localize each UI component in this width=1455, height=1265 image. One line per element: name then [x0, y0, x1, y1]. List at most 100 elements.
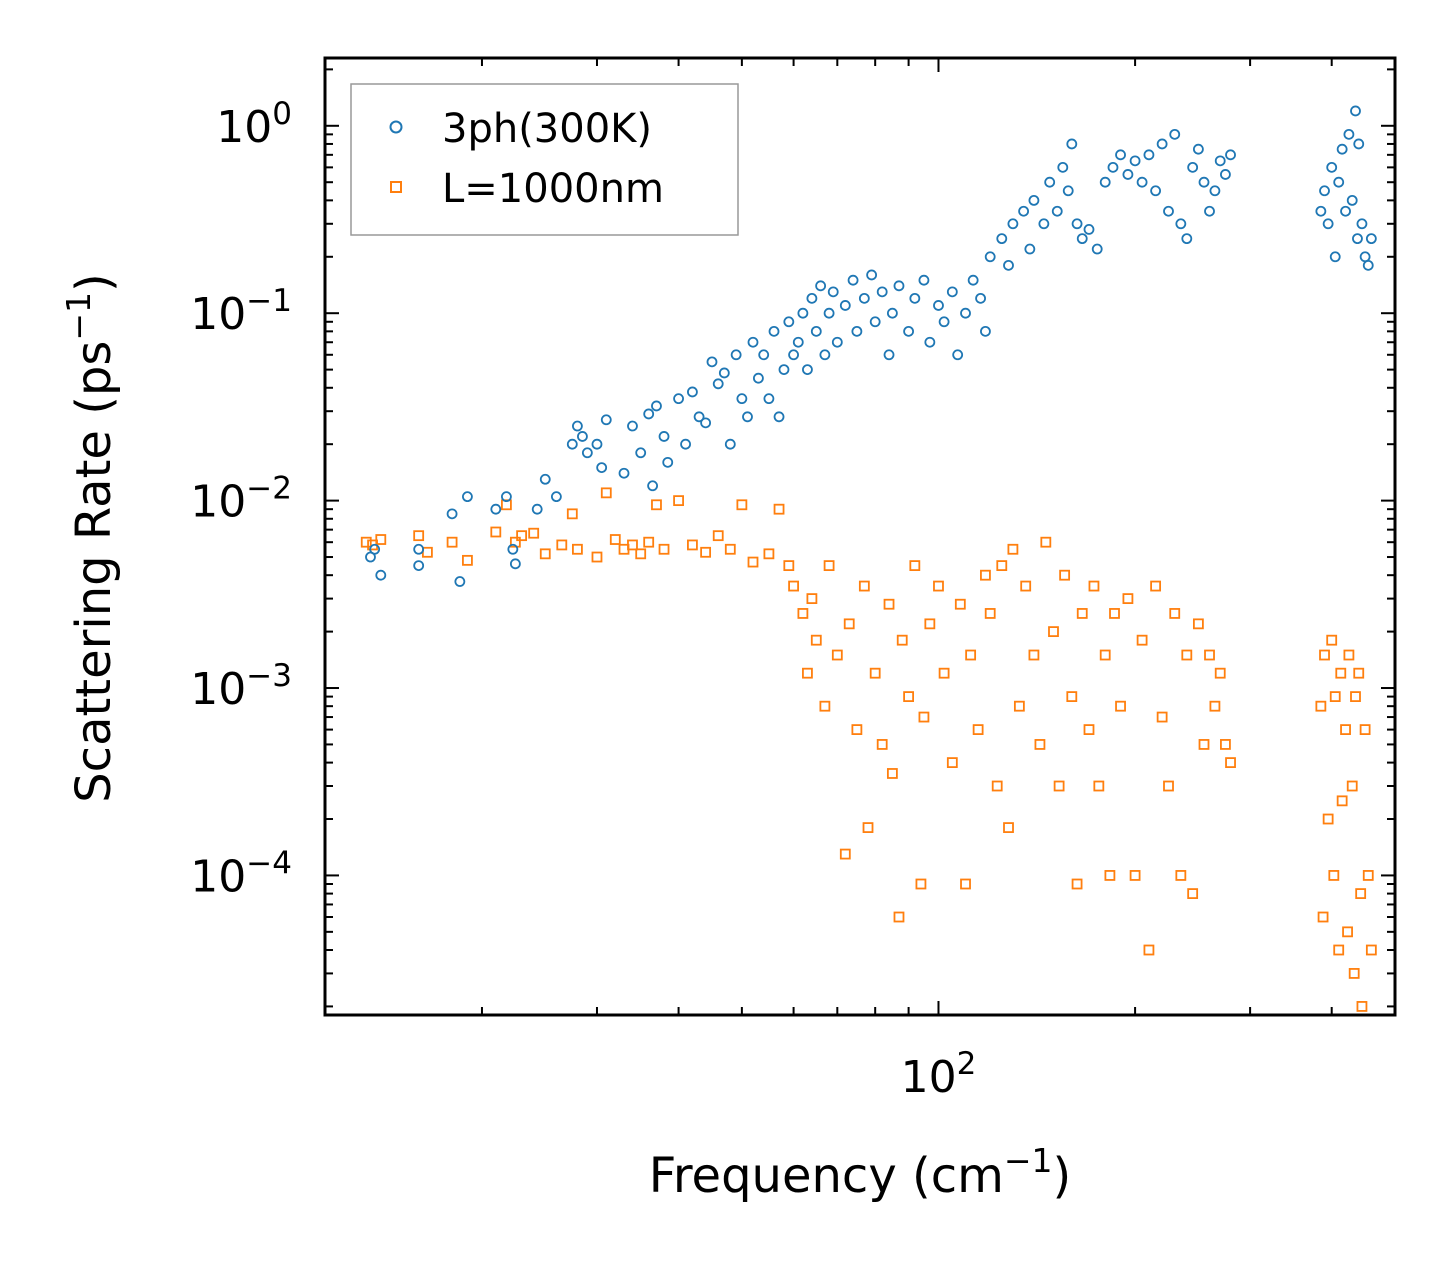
- data-point-l1000nm: [1365, 944, 1377, 956]
- data-point-l1000nm: [1362, 870, 1374, 881]
- data-point-l1000nm: [724, 543, 736, 555]
- data-point-l1000nm: [1204, 649, 1215, 661]
- legend-label-l1000nm: L=1000nm: [442, 166, 664, 212]
- data-point-3ph: [742, 411, 753, 423]
- data-point-l1000nm: [831, 649, 843, 661]
- data-point-3ph: [747, 336, 759, 348]
- data-point-3ph: [924, 336, 936, 348]
- data-point-l1000nm: [1333, 944, 1345, 956]
- data-point-l1000nm: [876, 739, 888, 750]
- data-point-3ph: [1220, 169, 1231, 180]
- data-point-3ph: [706, 356, 718, 368]
- data-point-3ph: [1028, 194, 1040, 206]
- data-point-3ph: [1163, 205, 1174, 217]
- data-point-3ph: [1066, 138, 1078, 150]
- data-point-l1000nm: [413, 530, 425, 542]
- data-point-l1000nm: [566, 508, 578, 520]
- data-point-3ph: [1115, 149, 1126, 161]
- data-point-3ph: [1359, 251, 1371, 263]
- data-point-l1000nm: [1209, 700, 1221, 712]
- data-point-l1000nm: [1225, 757, 1236, 768]
- data-point-3ph: [1340, 205, 1351, 217]
- data-point-l1000nm: [490, 526, 502, 538]
- data-point-l1000nm: [1315, 700, 1327, 712]
- data-point-3ph: [753, 372, 764, 384]
- data-point-l1000nm: [960, 878, 971, 890]
- data-point-l1000nm: [1329, 691, 1341, 702]
- data-point-l1000nm: [1192, 618, 1204, 630]
- data-point-l1000nm: [1220, 739, 1231, 750]
- data-point-l1000nm: [1115, 700, 1126, 712]
- data-point-l1000nm: [1326, 634, 1338, 646]
- data-point-l1000nm: [839, 848, 851, 860]
- series-3ph-300k: [365, 105, 1377, 587]
- data-point-3ph: [1346, 194, 1358, 206]
- data-point-3ph: [918, 274, 930, 286]
- data-point-3ph: [1083, 223, 1095, 235]
- data-point-3ph: [591, 438, 603, 450]
- data-point-l1000nm: [1353, 667, 1365, 679]
- data-point-3ph: [1214, 155, 1226, 167]
- data-point-l1000nm: [446, 536, 458, 548]
- data-point-3ph: [673, 393, 684, 405]
- data-point-l1000nm: [1020, 580, 1032, 592]
- data-point-3ph: [773, 411, 785, 423]
- data-point-3ph: [1322, 218, 1334, 230]
- data-point-l1000nm: [869, 667, 881, 679]
- data-point-3ph: [1343, 128, 1355, 140]
- data-point-3ph: [788, 349, 799, 361]
- data-point-3ph: [618, 467, 630, 479]
- data-point-3ph: [454, 576, 466, 587]
- data-point-3ph: [1169, 128, 1181, 140]
- data-point-l1000nm: [1322, 813, 1334, 825]
- data-point-l1000nm: [1336, 795, 1348, 807]
- data-point-3ph: [635, 447, 647, 459]
- data-point-3ph: [1099, 176, 1111, 188]
- data-point-3ph: [1209, 185, 1221, 197]
- data-point-l1000nm: [1156, 711, 1168, 723]
- data-point-3ph: [1150, 185, 1162, 197]
- data-point-3ph: [984, 251, 996, 263]
- data-point-3ph: [413, 560, 425, 572]
- data-point-3ph: [1091, 243, 1103, 255]
- data-point-l1000nm: [1359, 724, 1371, 735]
- data-point-3ph: [876, 286, 888, 298]
- data-point-3ph: [1181, 233, 1193, 245]
- data-point-l1000nm: [1348, 968, 1360, 979]
- data-point-3ph: [952, 349, 964, 361]
- y-tick-label: 10−2: [190, 471, 292, 528]
- data-point-3ph: [1319, 185, 1330, 197]
- series-l1000nm: [360, 487, 1377, 1012]
- data-point-l1000nm: [1346, 780, 1358, 792]
- data-point-3ph: [810, 325, 822, 337]
- data-point-l1000nm: [1143, 944, 1155, 956]
- data-point-l1000nm: [946, 757, 958, 768]
- data-point-l1000nm: [918, 711, 930, 723]
- data-point-l1000nm: [375, 534, 387, 545]
- data-point-l1000nm: [896, 634, 908, 646]
- data-point-3ph: [886, 307, 898, 319]
- data-point-3ph: [996, 233, 1008, 245]
- legend-square-marker: [390, 181, 402, 193]
- data-point-3ph: [507, 543, 519, 555]
- data-point-l1000nm: [972, 724, 984, 735]
- data-point-3ph: [566, 438, 578, 450]
- data-point-l1000nm: [591, 551, 603, 563]
- data-point-3ph: [967, 274, 979, 286]
- data-point-l1000nm: [1328, 870, 1340, 881]
- y-tick-label: 10−4: [190, 845, 292, 902]
- data-point-l1000nm: [1214, 667, 1226, 679]
- x-axis-label: Frequency (cm−1): [649, 1141, 1072, 1204]
- data-point-l1000nm: [924, 618, 936, 630]
- data-point-l1000nm: [1340, 724, 1351, 735]
- data-point-3ph: [827, 286, 839, 298]
- data-point-3ph: [806, 292, 818, 304]
- data-point-l1000nm: [658, 543, 670, 555]
- data-point-l1000nm: [687, 539, 698, 551]
- data-point-l1000nm: [462, 554, 473, 566]
- data-point-3ph: [1352, 233, 1363, 245]
- data-point-l1000nm: [862, 822, 874, 833]
- data-point-3ph: [730, 349, 742, 361]
- data-point-3ph: [446, 508, 458, 520]
- data-point-3ph: [933, 300, 944, 311]
